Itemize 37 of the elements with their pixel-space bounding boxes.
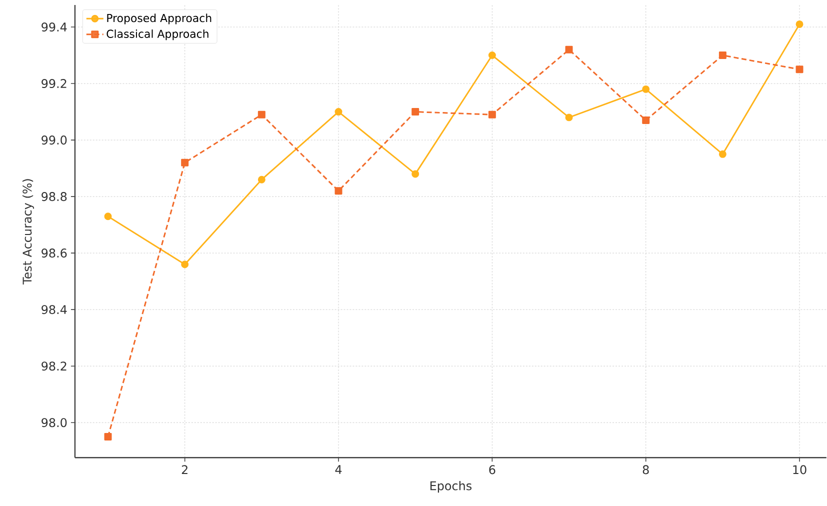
point bbox=[488, 52, 496, 60]
y-tick-label: 98.6 bbox=[42, 248, 67, 258]
y-tick-label: 98.4 bbox=[42, 305, 67, 314]
x-tick-label: 6 bbox=[489, 465, 496, 474]
point bbox=[642, 86, 650, 94]
y-tick-label: 99.4 bbox=[42, 22, 67, 32]
point bbox=[718, 52, 726, 60]
point bbox=[796, 20, 804, 28]
x-axis-title: Epochs bbox=[430, 481, 472, 493]
point bbox=[334, 187, 342, 195]
x-tick-label: 8 bbox=[642, 465, 649, 474]
point bbox=[412, 170, 420, 178]
x-tick-label: 10 bbox=[793, 465, 806, 474]
point bbox=[181, 260, 189, 268]
point bbox=[642, 116, 650, 124]
y-tick-label: 99.0 bbox=[42, 136, 67, 145]
point bbox=[565, 114, 573, 122]
y-tick-label: 98.8 bbox=[42, 192, 67, 202]
y-tick-label: 98.0 bbox=[42, 418, 67, 428]
point bbox=[718, 150, 726, 158]
point bbox=[258, 176, 266, 184]
point bbox=[796, 66, 804, 74]
point bbox=[412, 108, 420, 116]
point bbox=[104, 433, 112, 441]
point bbox=[565, 46, 573, 54]
legend-label: Proposed Approach bbox=[107, 14, 212, 24]
y-tick-label: 99.2 bbox=[42, 79, 66, 88]
y-axis-title: Test Accuracy (%) bbox=[22, 179, 34, 285]
legend-label: Classical Approach bbox=[106, 30, 208, 40]
x-tick-label: 2 bbox=[182, 465, 188, 474]
y-tick-label: 98.2 bbox=[42, 362, 66, 371]
x-tick-label: 4 bbox=[335, 465, 342, 474]
point bbox=[181, 159, 189, 167]
point bbox=[104, 212, 112, 220]
point bbox=[488, 111, 496, 119]
point bbox=[334, 108, 342, 116]
point bbox=[258, 111, 266, 119]
